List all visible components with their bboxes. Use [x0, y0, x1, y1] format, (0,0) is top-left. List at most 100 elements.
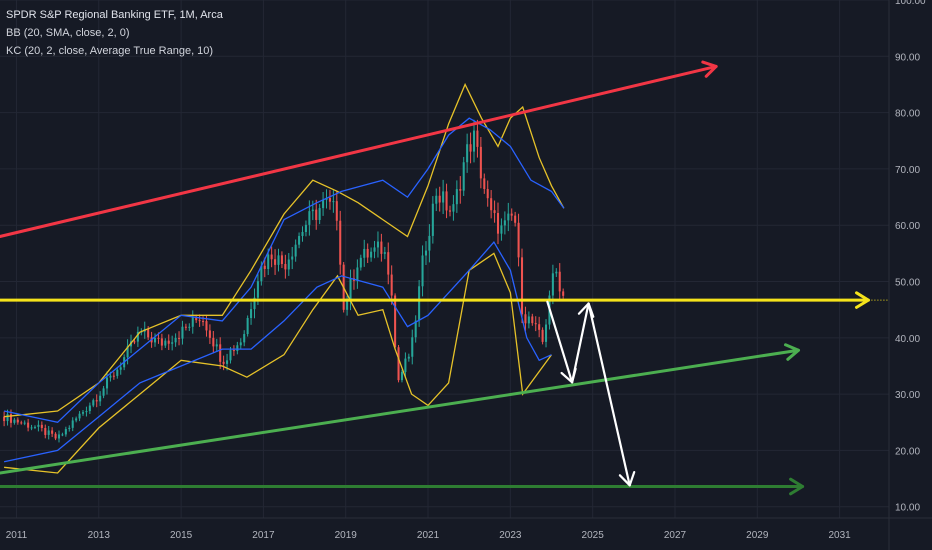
candle-body	[263, 265, 266, 269]
candle-body	[322, 199, 325, 209]
candle-body	[222, 361, 225, 364]
candle-body	[373, 247, 376, 252]
candle-body	[126, 346, 129, 358]
candle-body	[188, 326, 191, 328]
candle-body	[75, 418, 78, 421]
candle-body	[370, 251, 373, 258]
candle-body	[16, 419, 19, 423]
candle-body	[500, 225, 503, 234]
candle-body	[507, 213, 510, 221]
candle-body	[174, 337, 177, 343]
y-tick-label-5: 60.00	[895, 221, 920, 232]
candle-body	[208, 330, 211, 338]
y-tick-label-9: 100.00	[895, 0, 926, 7]
candle-body	[445, 191, 448, 211]
y-tick-label-8: 90.00	[895, 52, 920, 63]
candle-body	[181, 326, 184, 339]
x-tick-label-10: 2031	[828, 530, 851, 541]
x-tick-label-6: 2023	[499, 530, 522, 541]
candle-body	[105, 377, 109, 389]
candle-body	[397, 347, 400, 381]
candle-body	[421, 255, 424, 287]
candle-body	[219, 344, 222, 362]
candle-body	[68, 427, 71, 430]
candle-body	[92, 400, 95, 406]
candle-body	[64, 429, 67, 435]
candle-body	[184, 326, 187, 328]
candle-body	[479, 146, 482, 179]
candle-body	[431, 203, 434, 236]
candle-body	[469, 144, 472, 152]
legend-kc: KC (20, 2, close, Average True Range, 10…	[6, 45, 214, 57]
candle-body	[308, 211, 311, 225]
y-tick-label-2: 30.00	[895, 390, 920, 401]
candle-body	[483, 178, 486, 190]
candle-body	[112, 375, 115, 377]
candle-body	[387, 252, 390, 275]
candle-body	[472, 130, 476, 152]
grid	[0, 0, 889, 518]
candle-body	[167, 340, 170, 344]
candle-body	[23, 422, 26, 424]
candle-body	[198, 320, 201, 322]
bollinger-lower-line	[4, 252, 553, 474]
candle-body	[366, 248, 369, 258]
candle-body	[54, 433, 57, 439]
candle-body	[298, 236, 301, 245]
candle-body	[37, 424, 40, 427]
candle-body	[315, 209, 318, 220]
candle-body	[236, 345, 239, 351]
candle-body	[520, 257, 524, 315]
candle-body	[99, 395, 102, 402]
candle-body	[102, 388, 105, 396]
candle-body	[335, 201, 338, 221]
keltner-lower-line	[3, 240, 552, 463]
candle-body	[202, 321, 205, 323]
keltner-upper-line	[3, 117, 565, 424]
candle-body	[171, 342, 174, 344]
candle-body	[291, 256, 294, 260]
candle-body	[349, 278, 352, 302]
x-tick-label-8: 2027	[664, 530, 687, 541]
candle-body	[448, 210, 452, 212]
candle-body	[544, 324, 548, 342]
candle-body	[215, 344, 218, 347]
candle-body	[435, 195, 438, 204]
y-tick-label-1: 20.00	[895, 446, 920, 457]
candle-body	[414, 320, 417, 338]
candle-body	[490, 198, 493, 211]
candle-body	[562, 291, 565, 296]
candle-body	[304, 224, 307, 233]
candle-body	[442, 191, 445, 203]
candle-body	[486, 189, 489, 199]
candle-body	[81, 412, 85, 414]
candle-body	[157, 337, 160, 339]
candle-body	[555, 271, 558, 274]
candle-body	[294, 244, 297, 257]
y-tick-label-3: 40.00	[895, 334, 920, 345]
resistance-trendline-head	[701, 60, 718, 78]
candle-body	[284, 263, 287, 270]
candle-body	[226, 360, 229, 364]
bollinger-upper-line	[4, 82, 565, 418]
candle-body	[229, 350, 232, 361]
candle-body	[332, 201, 335, 203]
candle-body	[153, 337, 157, 343]
candle-body	[27, 422, 30, 428]
legend-title: SPDR S&P Regional Banking ETF, 1M, Arca	[6, 9, 223, 21]
candle-body	[318, 208, 321, 220]
x-tick-label-9: 2029	[746, 530, 769, 541]
candle-body	[274, 259, 277, 265]
candle-body	[452, 204, 455, 212]
candle-body	[20, 422, 23, 424]
candle-body	[267, 254, 270, 269]
candle-body	[517, 222, 520, 258]
candle-body	[476, 130, 479, 147]
candle-body	[390, 274, 393, 296]
candle-body	[85, 411, 88, 413]
candle-body	[256, 281, 259, 298]
candle-body	[47, 430, 50, 435]
candle-body	[514, 215, 517, 223]
candle-body	[363, 248, 366, 258]
